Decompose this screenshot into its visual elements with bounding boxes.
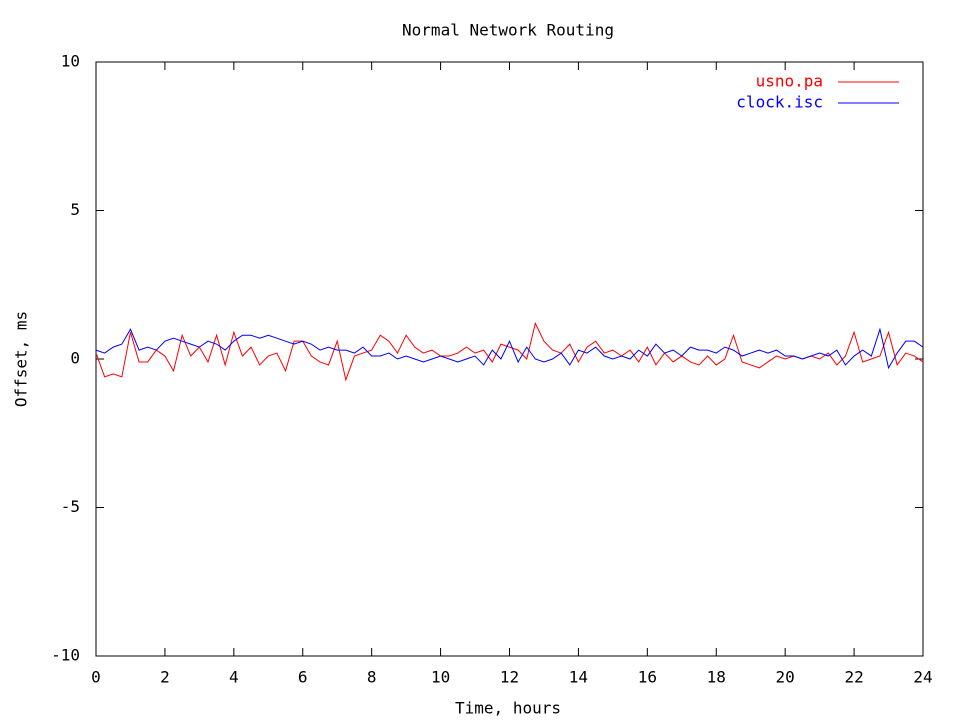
- x-tick-label: 22: [844, 668, 863, 687]
- legend-label: usno.pa: [756, 72, 823, 91]
- series-line: [95, 327, 924, 370]
- x-tick-label: 16: [638, 668, 657, 687]
- plot-frame: [95, 61, 924, 657]
- x-tick-label: 18: [707, 668, 726, 687]
- x-tick-label: 4: [229, 668, 239, 687]
- series-line: [95, 321, 924, 382]
- y-axis-label: Offset, ms: [12, 311, 31, 407]
- y-tick-label: 0: [70, 349, 80, 368]
- x-axis-label: Time, hours: [455, 699, 561, 718]
- x-tick-label: 14: [569, 668, 588, 687]
- x-tick-label: 12: [500, 668, 519, 687]
- x-tick-label: 20: [776, 668, 795, 687]
- legend-label: clock.isc: [736, 93, 823, 112]
- y-tick-label: -5: [61, 497, 80, 516]
- x-tick-label: 2: [160, 668, 170, 687]
- x-tick-label: 6: [298, 668, 308, 687]
- y-tick-label: 5: [70, 200, 80, 219]
- x-tick-label: 0: [91, 668, 101, 687]
- x-tick-label: 10: [431, 668, 450, 687]
- x-tick-label: 8: [367, 668, 377, 687]
- x-tick-label: 24: [913, 668, 932, 687]
- chart-title: Normal Network Routing: [402, 21, 614, 40]
- y-tick-label: -10: [51, 646, 80, 665]
- y-tick-label: 10: [61, 52, 80, 71]
